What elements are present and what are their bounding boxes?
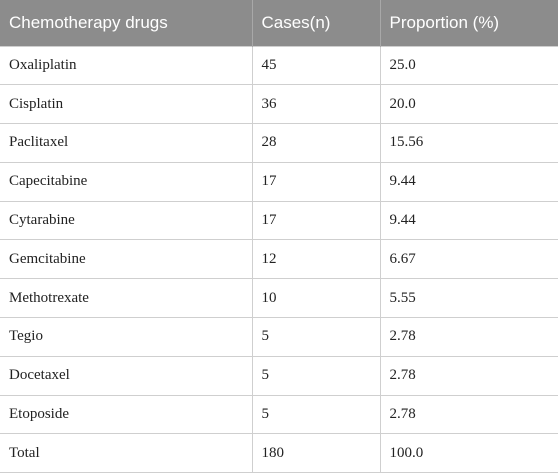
table-header: Chemotherapy drugs Cases(n) Proportion (%) — [0, 0, 558, 46]
table-cell: 5 — [251, 317, 381, 357]
table-row: Tegio 5 2.78 — [0, 317, 558, 357]
table-cell: 17 — [251, 200, 381, 241]
table-cell: Paclitaxel — [0, 123, 253, 163]
table-cell: Total — [0, 433, 253, 473]
table-row: Capecitabine 17 9.44 — [0, 161, 558, 202]
table-cell: 2.78 — [379, 317, 558, 357]
table-cell: 5.55 — [379, 278, 558, 319]
table-cell: 45 — [251, 45, 381, 86]
table-cell: Oxaliplatin — [0, 45, 253, 86]
table-cell: Gemcitabine — [0, 239, 253, 280]
table-cell: 100.0 — [379, 433, 558, 473]
table-cell: 36 — [251, 84, 381, 125]
table-cell: 17 — [251, 161, 381, 202]
table-cell: 2.78 — [379, 355, 558, 396]
table-cell: Capecitabine — [0, 161, 253, 202]
table-body: Oxaliplatin 45 25.0 Cisplatin 36 20.0 Paclitax… — [0, 45, 558, 473]
table-cell: Cisplatin — [0, 84, 253, 125]
table-row: Cytarabine 17 9.44 — [0, 200, 558, 241]
table-cell: 28 — [251, 123, 381, 163]
table-cell: 6.67 — [379, 239, 558, 280]
table-cell: 20.0 — [379, 84, 558, 125]
table-cell: Etoposide — [0, 394, 253, 435]
table-cell: 9.44 — [379, 161, 558, 202]
table-row: Paclitaxel 28 15.56 — [0, 123, 558, 163]
table-row: Oxaliplatin 45 25.0 — [0, 45, 558, 86]
table-cell: Tegio — [0, 317, 253, 357]
table-row: Cisplatin 36 20.0 — [0, 84, 558, 125]
table-cell: 9.44 — [379, 200, 558, 241]
header-cell: Cases(n) — [252, 0, 381, 46]
table-cell: 180 — [251, 433, 381, 473]
table-cell: 5 — [251, 355, 381, 396]
table-row: Methotrexate 10 5.55 — [0, 278, 558, 319]
table-cell: 2.78 — [379, 394, 558, 435]
table-cell: Cytarabine — [0, 200, 253, 241]
table-row: Docetaxel 5 2.78 — [0, 355, 558, 396]
header-row: Chemotherapy drugs Cases(n) Proportion (%) — [0, 0, 558, 46]
table-row: Total 180 100.0 — [0, 433, 558, 473]
table-cell: 10 — [251, 278, 381, 319]
table-cell: Methotrexate — [0, 278, 253, 319]
header-cell: Proportion (%) — [380, 0, 558, 46]
table-cell: 25.0 — [379, 45, 558, 86]
table-cell: Docetaxel — [0, 355, 253, 396]
header-cell: Chemotherapy drugs — [0, 0, 253, 46]
table-cell: 5 — [251, 394, 381, 435]
table-cell: 15.56 — [379, 123, 558, 163]
table-row: Etoposide 5 2.78 — [0, 394, 558, 435]
table-cell: 12 — [251, 239, 381, 280]
table-row: Gemcitabine 12 6.67 — [0, 239, 558, 280]
